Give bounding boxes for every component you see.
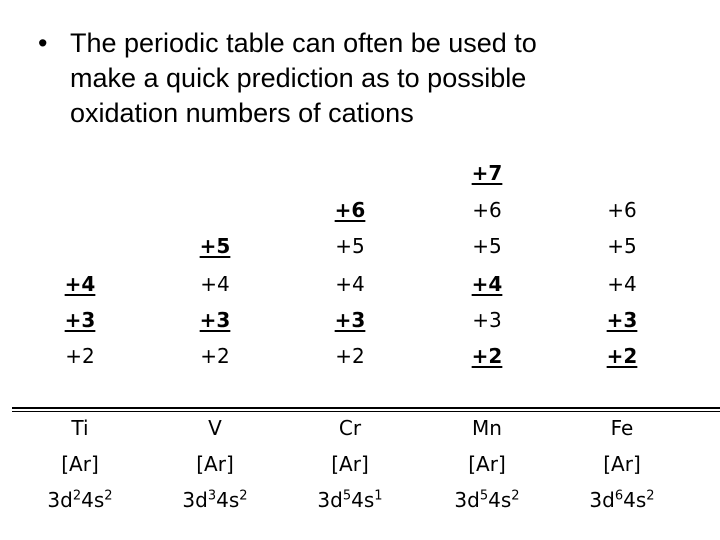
electron-config-v: 3d34s2 (182, 488, 247, 512)
oxidation-state-fe: +6 (607, 198, 637, 222)
orbital-label: 3d (317, 488, 343, 512)
oxidation-state-fe: +5 (607, 234, 637, 258)
electron-count: 2 (104, 488, 113, 504)
orbital-label: 4s (81, 488, 105, 512)
oxidation-state-mn: +3 (472, 308, 502, 332)
element-symbol-mn: Mn (472, 416, 502, 440)
noble-gas-core-ti: [Ar] (61, 452, 99, 476)
element-symbol-fe: Fe (610, 416, 634, 440)
oxidation-state-v: +3 (199, 308, 231, 332)
oxidation-state-fe: +2 (606, 344, 638, 368)
oxidation-state-mn: +6 (472, 198, 502, 222)
table-divider (12, 407, 720, 412)
noble-gas-core-v: [Ar] (196, 452, 234, 476)
bullet-point: • The periodic table can often be used t… (38, 26, 688, 131)
electron-count: 1 (374, 488, 383, 504)
orbital-label: 4s (351, 488, 375, 512)
oxidation-state-mn: +7 (471, 161, 503, 185)
noble-gas-core-fe: [Ar] (603, 452, 641, 476)
oxidation-state-cr: +4 (335, 272, 365, 296)
oxidation-state-fe: +4 (607, 272, 637, 296)
noble-gas-core-mn: [Ar] (468, 452, 506, 476)
electron-config-ti: 3d24s2 (47, 488, 112, 512)
oxidation-state-fe: +3 (606, 308, 638, 332)
electron-config-mn: 3d54s2 (454, 488, 519, 512)
oxidation-state-cr: +5 (335, 234, 365, 258)
orbital-label: 3d (454, 488, 480, 512)
electron-count: 5 (342, 488, 352, 504)
oxidation-state-mn: +4 (471, 272, 503, 296)
oxidation-state-v: +5 (199, 234, 231, 258)
noble-gas-core-cr: [Ar] (331, 452, 369, 476)
orbital-label: 4s (216, 488, 240, 512)
electron-count: 2 (646, 488, 655, 504)
oxidation-state-v: +2 (200, 344, 230, 368)
element-symbol-v: V (208, 416, 222, 440)
bullet-line-2: make a quick prediction as to possible (70, 63, 527, 93)
oxidation-state-cr: +6 (334, 198, 366, 222)
oxidation-state-ti: +4 (64, 272, 96, 296)
element-symbol-ti: Ti (71, 416, 89, 440)
electron-count: 3 (207, 488, 217, 504)
oxidation-state-mn: +5 (472, 234, 502, 258)
electron-count: 5 (479, 488, 489, 504)
electron-config-cr: 3d54s1 (317, 488, 382, 512)
orbital-label: 3d (47, 488, 73, 512)
bullet-line-1: The periodic table can often be used to (70, 28, 537, 58)
orbital-label: 4s (623, 488, 647, 512)
oxidation-state-mn: +2 (471, 344, 503, 368)
bullet-symbol: • (38, 28, 48, 58)
electron-count: 2 (511, 488, 520, 504)
bullet-line-3: oxidation numbers of cations (70, 98, 414, 128)
oxidation-state-cr: +3 (334, 308, 366, 332)
electron-config-fe: 3d64s2 (589, 488, 654, 512)
electron-count: 6 (614, 488, 624, 504)
electron-count: 2 (72, 488, 82, 504)
orbital-label: 3d (182, 488, 208, 512)
electron-count: 2 (239, 488, 248, 504)
element-symbol-cr: Cr (338, 416, 362, 440)
oxidation-state-ti: +3 (64, 308, 96, 332)
oxidation-state-ti: +2 (65, 344, 95, 368)
orbital-label: 3d (589, 488, 615, 512)
oxidation-state-cr: +2 (335, 344, 365, 368)
orbital-label: 4s (488, 488, 512, 512)
oxidation-state-v: +4 (200, 272, 230, 296)
